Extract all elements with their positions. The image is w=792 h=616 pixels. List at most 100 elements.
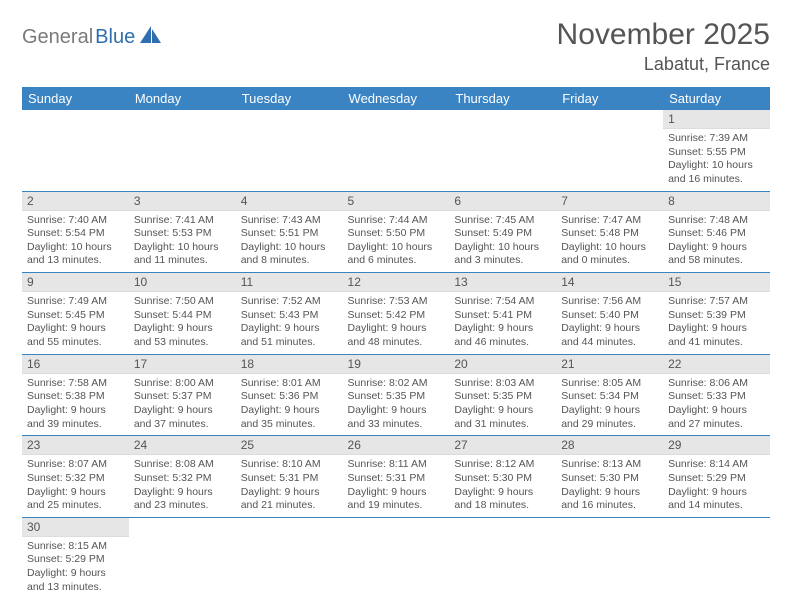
sunrise-text: Sunrise: 7:45 AM [454, 214, 551, 228]
sunrise-text: Sunrise: 7:57 AM [668, 295, 765, 309]
sunset-text: Sunset: 5:37 PM [134, 390, 231, 404]
daylight-line2: and 13 minutes. [27, 581, 124, 595]
calendar-day-cell: 17Sunrise: 8:00 AMSunset: 5:37 PMDayligh… [129, 354, 236, 436]
sunrise-text: Sunrise: 7:56 AM [561, 295, 658, 309]
day-number: 26 [343, 436, 450, 455]
calendar-day-cell: 16Sunrise: 7:58 AMSunset: 5:38 PMDayligh… [22, 354, 129, 436]
logo-sail-icon [140, 26, 162, 49]
day-number: 20 [449, 355, 556, 374]
calendar-day-cell: 18Sunrise: 8:01 AMSunset: 5:36 PMDayligh… [236, 354, 343, 436]
sunset-text: Sunset: 5:54 PM [27, 227, 124, 241]
weekday-header-row: SundayMondayTuesdayWednesdayThursdayFrid… [22, 87, 770, 110]
daylight-line1: Daylight: 10 hours [454, 241, 551, 255]
calendar-empty-cell [129, 517, 236, 598]
month-title: November 2025 [557, 18, 770, 52]
day-number: 12 [343, 273, 450, 292]
calendar-day-cell: 21Sunrise: 8:05 AMSunset: 5:34 PMDayligh… [556, 354, 663, 436]
day-number: 27 [449, 436, 556, 455]
day-number: 6 [449, 192, 556, 211]
daylight-line2: and 25 minutes. [27, 499, 124, 513]
sunset-text: Sunset: 5:48 PM [561, 227, 658, 241]
day-number: 9 [22, 273, 129, 292]
weekday-header: Friday [556, 87, 663, 110]
day-details: Sunrise: 8:13 AMSunset: 5:30 PMDaylight:… [556, 455, 663, 517]
day-number: 14 [556, 273, 663, 292]
daylight-line1: Daylight: 10 hours [668, 159, 765, 173]
day-details: Sunrise: 7:40 AMSunset: 5:54 PMDaylight:… [22, 211, 129, 273]
sunset-text: Sunset: 5:40 PM [561, 309, 658, 323]
calendar-day-cell: 11Sunrise: 7:52 AMSunset: 5:43 PMDayligh… [236, 273, 343, 355]
daylight-line2: and 6 minutes. [348, 254, 445, 268]
daylight-line1: Daylight: 9 hours [134, 404, 231, 418]
daylight-line1: Daylight: 10 hours [241, 241, 338, 255]
day-details: Sunrise: 7:43 AMSunset: 5:51 PMDaylight:… [236, 211, 343, 273]
daylight-line2: and 58 minutes. [668, 254, 765, 268]
sunset-text: Sunset: 5:53 PM [134, 227, 231, 241]
daylight-line2: and 31 minutes. [454, 418, 551, 432]
day-details: Sunrise: 8:11 AMSunset: 5:31 PMDaylight:… [343, 455, 450, 517]
daylight-line2: and 8 minutes. [241, 254, 338, 268]
calendar-day-cell: 8Sunrise: 7:48 AMSunset: 5:46 PMDaylight… [663, 191, 770, 273]
calendar-day-cell: 2Sunrise: 7:40 AMSunset: 5:54 PMDaylight… [22, 191, 129, 273]
day-details: Sunrise: 7:47 AMSunset: 5:48 PMDaylight:… [556, 211, 663, 273]
sunrise-text: Sunrise: 8:06 AM [668, 377, 765, 391]
sunrise-text: Sunrise: 8:01 AM [241, 377, 338, 391]
calendar-page: General Blue November 2025 Labatut, Fran… [0, 0, 792, 616]
day-number: 28 [556, 436, 663, 455]
daylight-line1: Daylight: 9 hours [668, 322, 765, 336]
calendar-empty-cell [449, 517, 556, 598]
calendar-empty-cell [236, 110, 343, 191]
calendar-day-cell: 27Sunrise: 8:12 AMSunset: 5:30 PMDayligh… [449, 436, 556, 518]
sunrise-text: Sunrise: 7:44 AM [348, 214, 445, 228]
sunset-text: Sunset: 5:39 PM [668, 309, 765, 323]
calendar-day-cell: 12Sunrise: 7:53 AMSunset: 5:42 PMDayligh… [343, 273, 450, 355]
day-number: 25 [236, 436, 343, 455]
daylight-line1: Daylight: 10 hours [134, 241, 231, 255]
calendar-day-cell: 5Sunrise: 7:44 AMSunset: 5:50 PMDaylight… [343, 191, 450, 273]
sunset-text: Sunset: 5:44 PM [134, 309, 231, 323]
calendar-day-cell: 30Sunrise: 8:15 AMSunset: 5:29 PMDayligh… [22, 517, 129, 598]
sunrise-text: Sunrise: 8:08 AM [134, 458, 231, 472]
calendar-day-cell: 29Sunrise: 8:14 AMSunset: 5:29 PMDayligh… [663, 436, 770, 518]
calendar-day-cell: 28Sunrise: 8:13 AMSunset: 5:30 PMDayligh… [556, 436, 663, 518]
day-number: 23 [22, 436, 129, 455]
sunrise-text: Sunrise: 8:00 AM [134, 377, 231, 391]
day-number: 29 [663, 436, 770, 455]
calendar-day-cell: 22Sunrise: 8:06 AMSunset: 5:33 PMDayligh… [663, 354, 770, 436]
daylight-line2: and 51 minutes. [241, 336, 338, 350]
daylight-line2: and 44 minutes. [561, 336, 658, 350]
calendar-week-row: 1Sunrise: 7:39 AMSunset: 5:55 PMDaylight… [22, 110, 770, 191]
calendar-week-row: 23Sunrise: 8:07 AMSunset: 5:32 PMDayligh… [22, 436, 770, 518]
day-number: 11 [236, 273, 343, 292]
daylight-line1: Daylight: 9 hours [348, 404, 445, 418]
sunrise-text: Sunrise: 7:39 AM [668, 132, 765, 146]
day-number: 21 [556, 355, 663, 374]
calendar-day-cell: 13Sunrise: 7:54 AMSunset: 5:41 PMDayligh… [449, 273, 556, 355]
calendar-day-cell: 4Sunrise: 7:43 AMSunset: 5:51 PMDaylight… [236, 191, 343, 273]
sunset-text: Sunset: 5:49 PM [454, 227, 551, 241]
calendar-day-cell: 7Sunrise: 7:47 AMSunset: 5:48 PMDaylight… [556, 191, 663, 273]
calendar-empty-cell [663, 517, 770, 598]
calendar-week-row: 30Sunrise: 8:15 AMSunset: 5:29 PMDayligh… [22, 517, 770, 598]
sunset-text: Sunset: 5:31 PM [348, 472, 445, 486]
daylight-line1: Daylight: 9 hours [27, 404, 124, 418]
sunset-text: Sunset: 5:30 PM [561, 472, 658, 486]
day-number: 13 [449, 273, 556, 292]
sunrise-text: Sunrise: 7:49 AM [27, 295, 124, 309]
daylight-line1: Daylight: 9 hours [561, 322, 658, 336]
daylight-line2: and 53 minutes. [134, 336, 231, 350]
daylight-line1: Daylight: 9 hours [27, 322, 124, 336]
daylight-line1: Daylight: 9 hours [241, 404, 338, 418]
calendar-week-row: 9Sunrise: 7:49 AMSunset: 5:45 PMDaylight… [22, 273, 770, 355]
sunset-text: Sunset: 5:32 PM [27, 472, 124, 486]
daylight-line2: and 19 minutes. [348, 499, 445, 513]
daylight-line2: and 16 minutes. [561, 499, 658, 513]
day-number: 18 [236, 355, 343, 374]
day-number: 19 [343, 355, 450, 374]
daylight-line1: Daylight: 9 hours [134, 486, 231, 500]
daylight-line1: Daylight: 10 hours [27, 241, 124, 255]
daylight-line2: and 55 minutes. [27, 336, 124, 350]
day-number: 2 [22, 192, 129, 211]
day-number: 10 [129, 273, 236, 292]
day-number: 30 [22, 518, 129, 537]
